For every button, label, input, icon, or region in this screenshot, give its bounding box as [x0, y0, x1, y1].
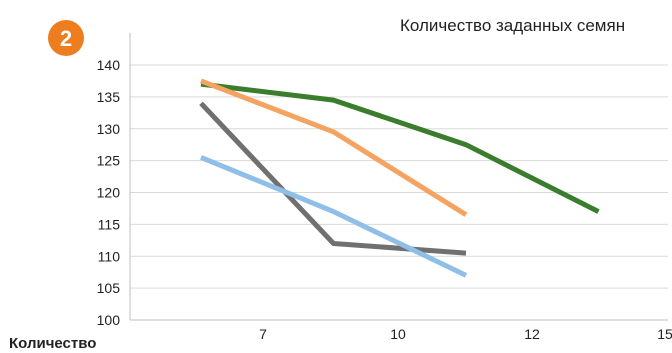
- x-axis-label: Количество: [9, 335, 96, 352]
- chart-title: Количество заданных семян: [400, 16, 625, 35]
- badge-circle: [48, 20, 84, 56]
- y-tick-label: 130: [97, 121, 121, 137]
- y-tick-label: 135: [97, 89, 121, 105]
- series-line-4: [200, 155, 468, 278]
- x-tick-label: 10: [390, 326, 406, 342]
- y-tick-label: 100: [97, 312, 121, 328]
- series-line-2: [200, 78, 468, 217]
- badge: 2: [48, 20, 84, 56]
- gridlines: [130, 64, 668, 289]
- series-line-3: [199, 101, 467, 256]
- y-tick-label: 140: [97, 57, 121, 73]
- y-tick-label: 110: [98, 248, 121, 264]
- y-tick-label: 120: [97, 185, 121, 201]
- badge-label: 2: [60, 26, 72, 51]
- series-line-1: [200, 81, 600, 214]
- y-tick-label: 115: [98, 216, 121, 232]
- y-tick-label: 125: [97, 153, 121, 169]
- x-tick-label: 7: [259, 326, 267, 342]
- axes: [129, 33, 668, 321]
- x-tick-label: 15: [657, 326, 672, 342]
- x-axis-ticks: 7 10 12 15: [259, 326, 672, 342]
- y-axis-ticks: 100 105 110 115 120 125 130 135 140: [97, 57, 121, 328]
- series-layer: [199, 78, 600, 278]
- x-tick-label: 12: [524, 326, 540, 342]
- y-tick-label: 105: [97, 280, 121, 296]
